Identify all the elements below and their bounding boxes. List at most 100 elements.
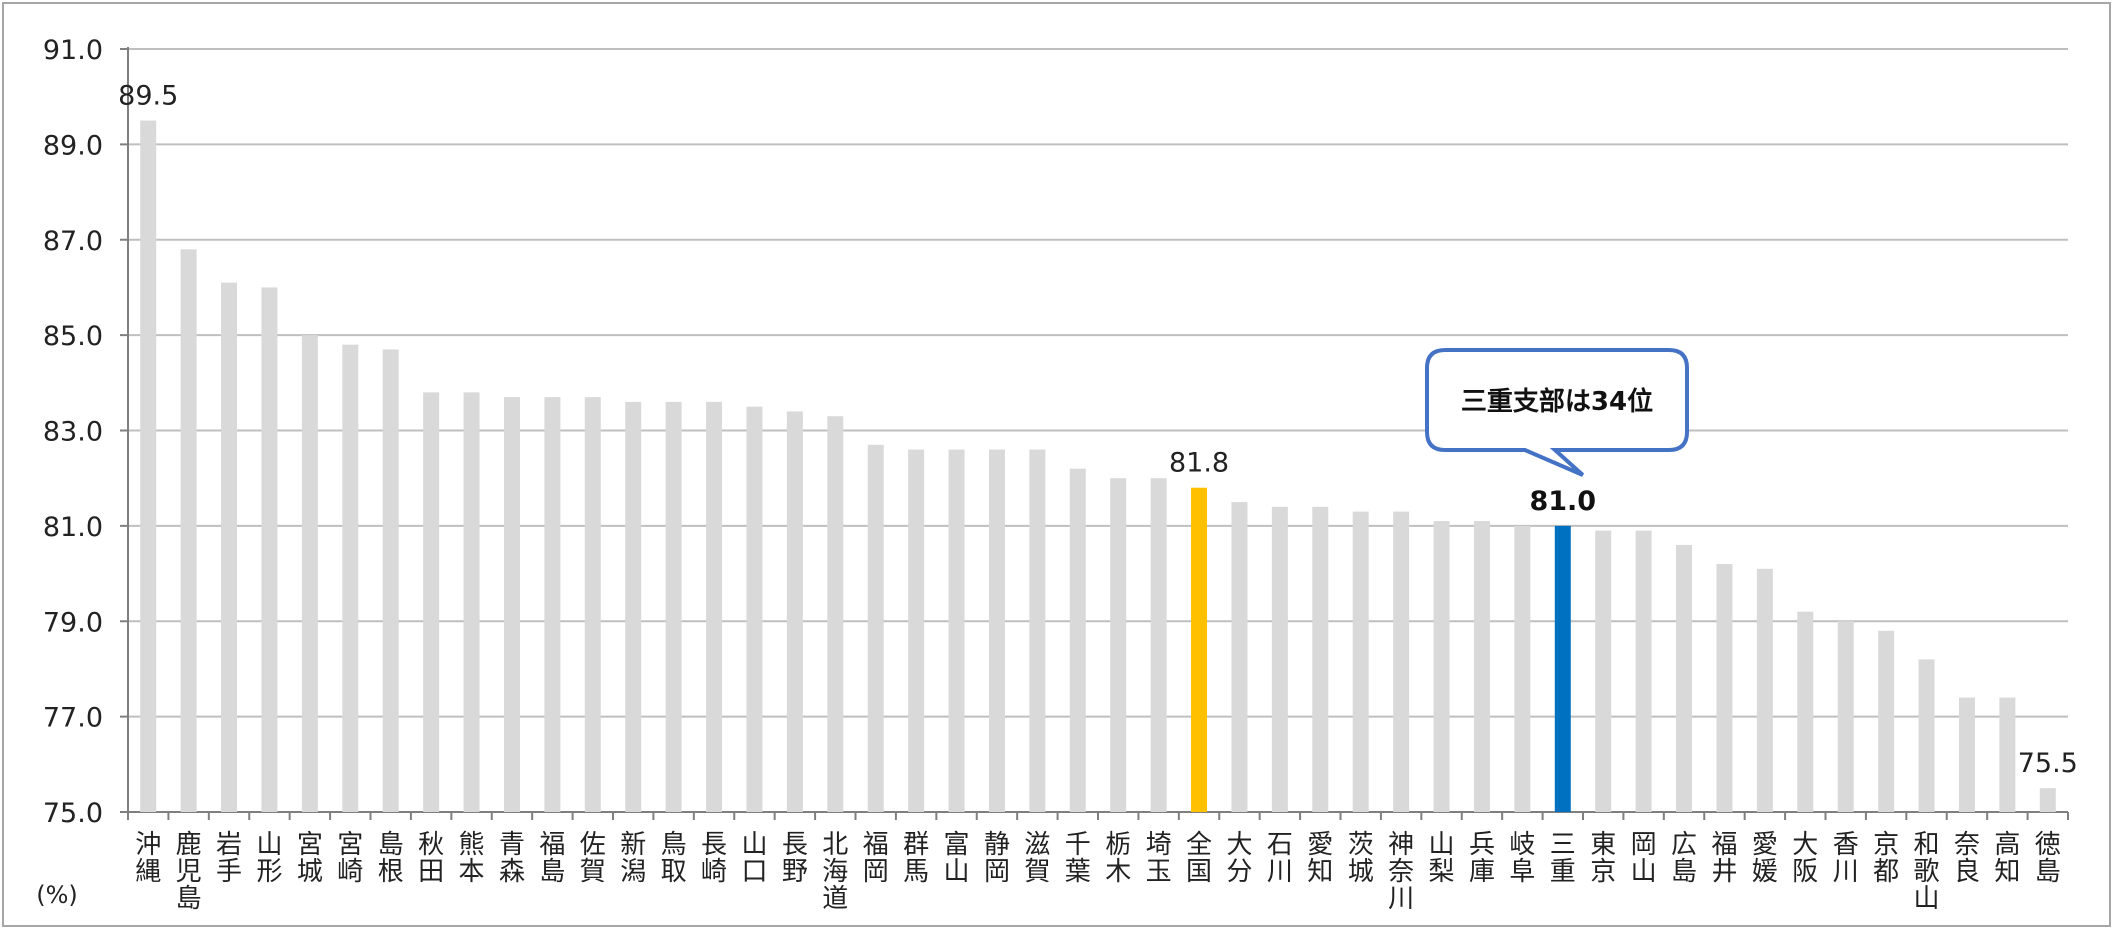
data-label-三重: 81.0	[1529, 486, 1596, 517]
x-tick-label: 熊本	[459, 830, 485, 887]
x-tick-label: 岐阜	[1509, 830, 1535, 887]
bar-滋賀	[1029, 449, 1046, 812]
x-tick-label: 三重	[1550, 830, 1576, 887]
bar-島根	[382, 349, 399, 812]
bar-岐阜	[1514, 525, 1531, 812]
bar-岡山	[1635, 530, 1652, 812]
y-tick-label: 83.0	[43, 417, 103, 448]
x-tick-label: 大阪	[1792, 830, 1818, 887]
bar-京都	[1878, 630, 1895, 812]
bar-石川	[1271, 506, 1288, 812]
y-tick-label: 75.0	[43, 798, 103, 829]
bar-鳥取	[665, 401, 682, 812]
bar-静岡	[988, 449, 1005, 812]
bar-佐賀	[584, 397, 601, 812]
callout: 三重支部は34位	[1425, 348, 1689, 477]
bar-鹿児島	[180, 249, 197, 813]
y-tick-label: 79.0	[43, 607, 103, 638]
bar-和歌山	[1918, 659, 1935, 812]
bar-北海道	[827, 416, 844, 812]
bar-新潟	[625, 401, 642, 812]
bar-三重	[1554, 525, 1571, 812]
gridlines	[128, 48, 2068, 718]
bar-青森	[503, 397, 520, 812]
labels: 75.0 77.0 79.0 81.0 83.0 85.0 87.0 89.0 91.0 沖縄鹿児…	[43, 35, 2078, 914]
y-tick-label: 91.0	[43, 35, 103, 66]
x-tick-label: 山形	[256, 830, 282, 887]
x-tick-label: 静岡	[984, 830, 1010, 887]
bar-山口	[746, 406, 763, 812]
x-tick-label: 岡山	[1631, 830, 1657, 887]
x-tick-label: 青森	[499, 830, 525, 887]
x-tick-label: 長野	[782, 830, 808, 887]
y-tick-label: 87.0	[43, 226, 103, 257]
x-tick-label: 宮崎	[337, 830, 363, 887]
bar-福島	[544, 397, 561, 812]
x-tick-label: 岩手	[216, 830, 242, 887]
data-label-全国: 81.8	[1169, 448, 1229, 479]
bar-愛知	[1312, 506, 1329, 812]
bar-宮城	[301, 335, 318, 812]
bar-秋田	[423, 392, 440, 812]
x-tick-label: 福島	[539, 830, 565, 887]
bar-山形	[261, 287, 278, 812]
x-tick-label: 徳島	[2035, 830, 2061, 887]
bar-香川	[1837, 621, 1854, 812]
x-tick-label: 栃木	[1105, 830, 1131, 887]
x-tick-label: 滋賀	[1024, 830, 1050, 887]
x-tick-label: 広島	[1671, 830, 1697, 887]
bars	[140, 120, 2056, 813]
x-tick-label: 宮城	[297, 830, 323, 887]
y-tick-label: 89.0	[43, 130, 103, 161]
bar-山梨	[1433, 521, 1450, 812]
bar-広島	[1676, 544, 1693, 812]
x-tick-label: 愛媛	[1752, 830, 1778, 887]
x-tick-label: 山梨	[1429, 830, 1455, 887]
x-tick-label: 佐賀	[580, 830, 606, 887]
x-tick-label: 全国	[1186, 830, 1212, 887]
bar-千葉	[1069, 468, 1086, 812]
data-label-徳島: 75.5	[2018, 748, 2078, 779]
x-tick-label: 京都	[1873, 830, 1899, 887]
x-tick-label: 福井	[1711, 830, 1737, 887]
bar-徳島	[2039, 788, 2056, 812]
bar-茨城	[1352, 511, 1369, 812]
x-tick-label: 東京	[1590, 830, 1616, 887]
y-tick-label: 77.0	[43, 703, 103, 734]
x-tick-label: 石川	[1267, 830, 1293, 887]
x-tick-label: 秋田	[418, 830, 444, 887]
bar-高知	[1999, 697, 2016, 812]
bar-長崎	[706, 401, 723, 812]
bar-大阪	[1797, 611, 1814, 812]
bar-熊本	[463, 392, 480, 812]
x-tick-label: 福岡	[863, 830, 889, 887]
unit-label: (%)	[36, 881, 78, 909]
x-tick-label: 長崎	[701, 830, 727, 887]
bar-埼玉	[1150, 478, 1167, 812]
x-tick-label: 高知	[1994, 830, 2020, 887]
x-tick-label: 鹿児島	[176, 830, 202, 914]
bar-栃木	[1110, 478, 1127, 812]
x-tick-label: 山口	[741, 830, 767, 887]
data-label-沖縄: 89.5	[118, 81, 178, 112]
bar-愛媛	[1756, 568, 1773, 812]
x-tick-label: 兵庫	[1469, 830, 1495, 887]
x-tick-label: 島根	[378, 830, 404, 887]
bar-沖縄	[140, 120, 157, 812]
x-tick-label: 愛知	[1307, 830, 1333, 887]
y-tick-label: 85.0	[43, 321, 103, 352]
bar-富山	[948, 449, 965, 812]
bar-群馬	[908, 449, 925, 812]
bar-奈良	[1958, 697, 1975, 812]
bar-大分	[1231, 502, 1248, 812]
x-tick-label: 奈良	[1954, 830, 1980, 887]
bar-全国	[1191, 487, 1208, 812]
x-tick-label: 沖縄	[135, 830, 161, 887]
x-tick-label: 群馬	[903, 830, 929, 887]
x-tick-label: 富山	[944, 830, 970, 887]
bar-宮崎	[342, 344, 359, 812]
bar-兵庫	[1473, 521, 1490, 812]
y-tick-label: 81.0	[43, 512, 103, 543]
x-tick-label: 大分	[1226, 830, 1252, 887]
bar-福井	[1716, 564, 1733, 812]
